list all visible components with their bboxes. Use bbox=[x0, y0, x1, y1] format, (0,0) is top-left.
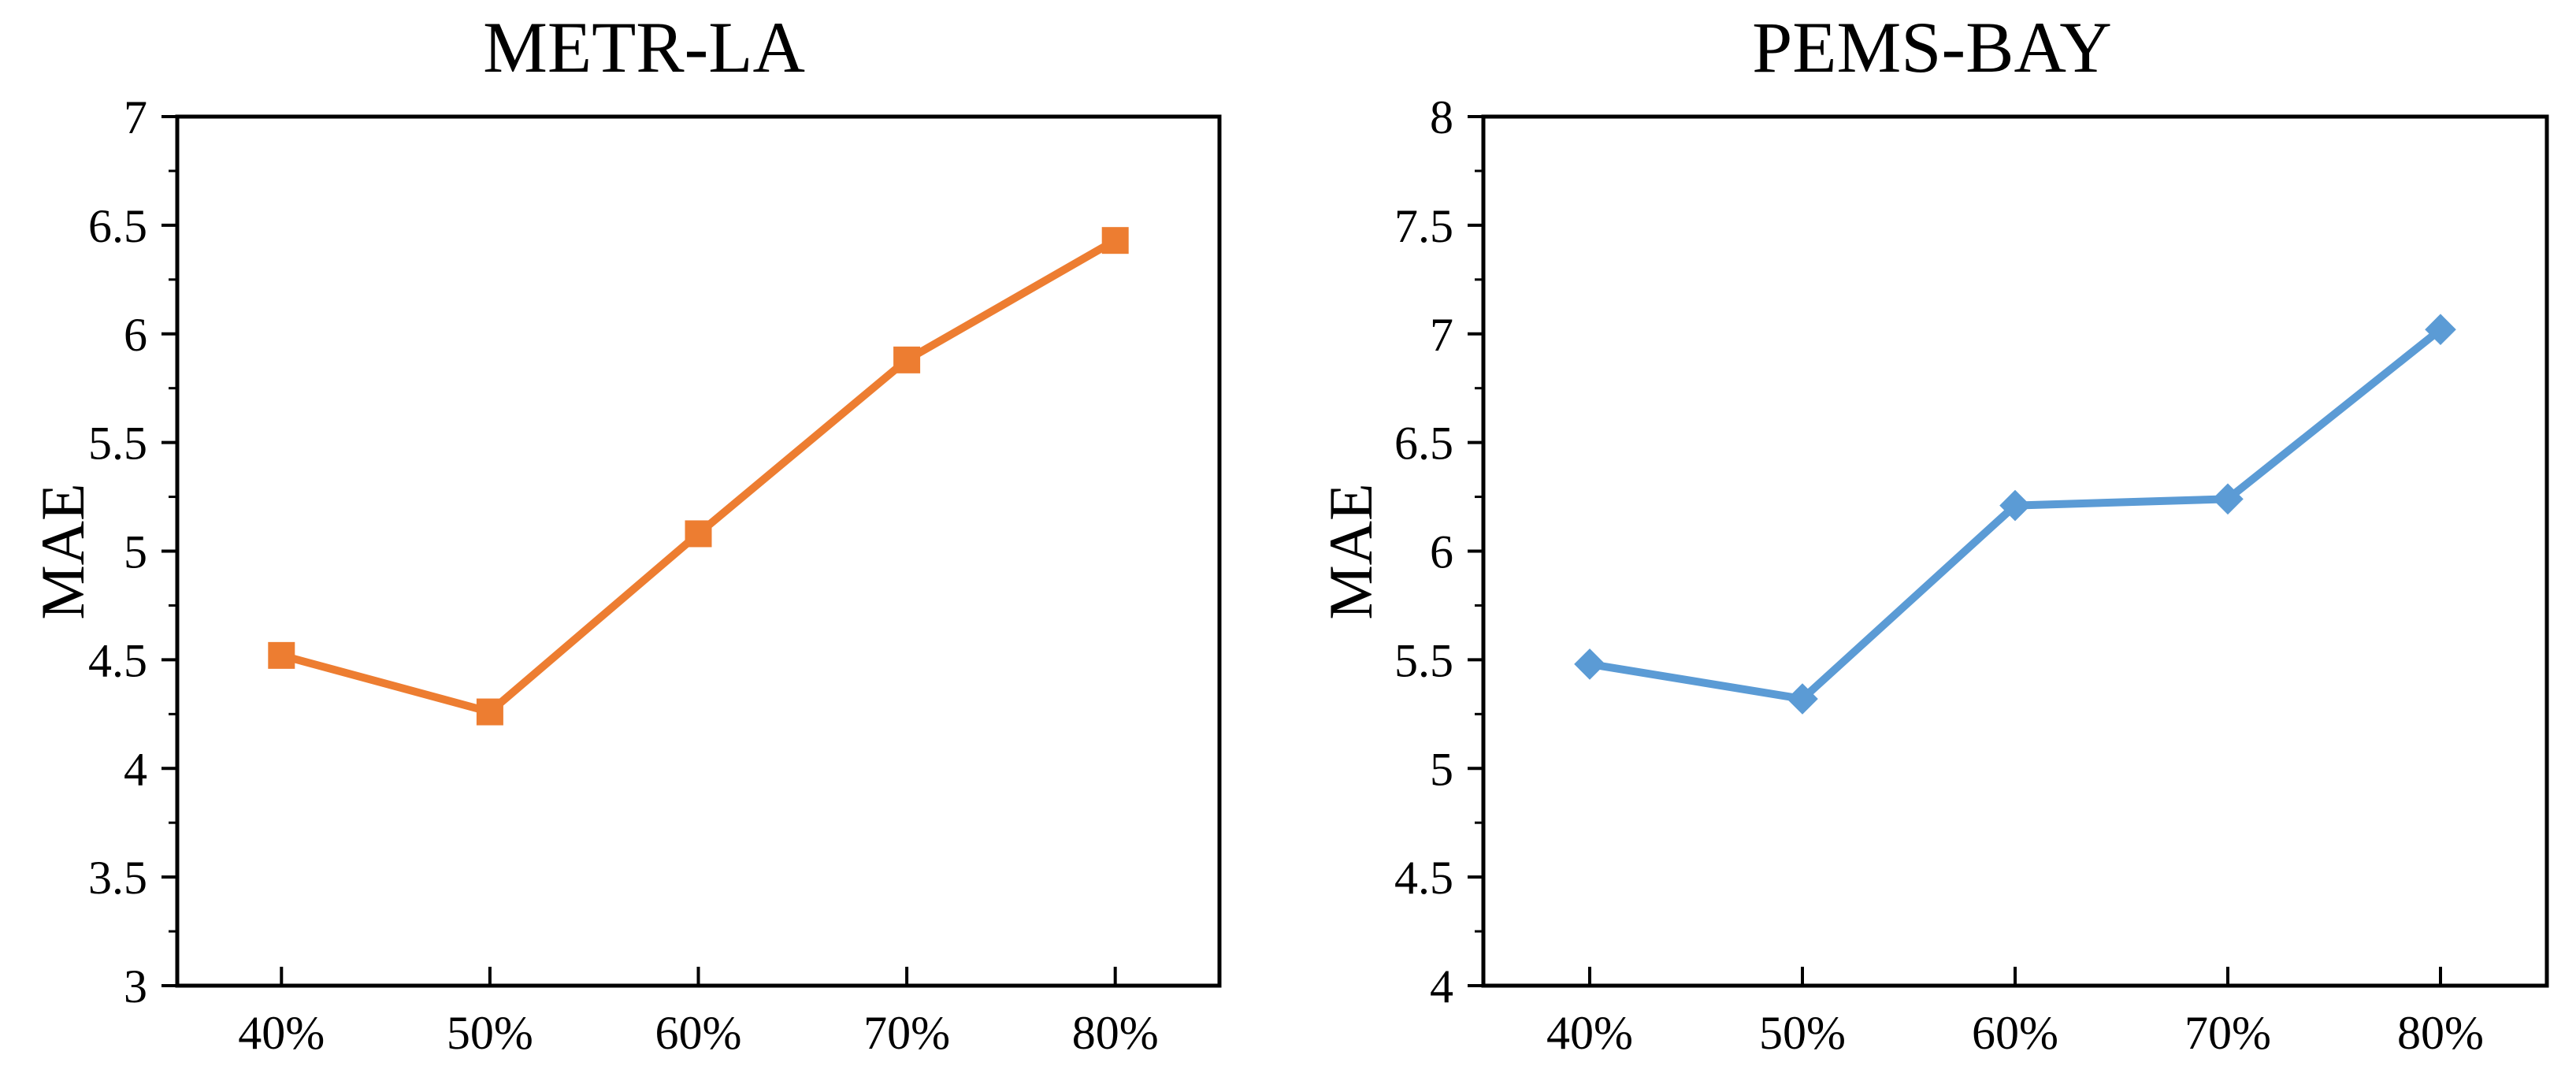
x-tick-label: 40% bbox=[1546, 1007, 1633, 1059]
x-tick-label: 60% bbox=[1972, 1007, 2058, 1059]
y-tick-label: 4.5 bbox=[1394, 852, 1453, 904]
data-point-marker bbox=[268, 641, 295, 669]
y-tick-label: 4.5 bbox=[88, 634, 147, 686]
y-tick-label: 7 bbox=[124, 91, 147, 143]
y-tick-label: 4 bbox=[124, 743, 147, 795]
data-point-marker bbox=[1574, 648, 1605, 680]
y-tick-label: 5.5 bbox=[88, 418, 147, 470]
x-tick-label: 50% bbox=[447, 1007, 533, 1059]
x-tick-label: 60% bbox=[655, 1007, 742, 1059]
data-point-marker bbox=[2212, 483, 2244, 515]
x-tick-label: 70% bbox=[863, 1007, 950, 1059]
x-tick-label: 50% bbox=[1759, 1007, 1846, 1059]
y-tick-label: 3.5 bbox=[88, 852, 147, 904]
plot-svg: 8 7.5 7 6.5 6 5.5 5 4.5 4 40% 50% 60% 70% 80% bbox=[1394, 91, 2549, 1059]
y-tick-label: 5 bbox=[124, 526, 147, 578]
y-tick-label: 5 bbox=[1430, 743, 1453, 795]
x-tick-label: 80% bbox=[2397, 1007, 2484, 1059]
y-tick-label: 5.5 bbox=[1394, 634, 1453, 686]
y-tick-label: 4 bbox=[1430, 960, 1453, 1012]
y-tick-label: 6.5 bbox=[88, 200, 147, 252]
y-tick-label: 8 bbox=[1430, 91, 1453, 143]
plot-svg: 7 6.5 6 5.5 5 4.5 4 3.5 3 40% 50% 60% 70% 80% bbox=[88, 91, 1222, 1059]
data-point-marker bbox=[1787, 683, 1818, 715]
data-point-marker bbox=[476, 698, 503, 726]
plot-border bbox=[1481, 114, 2549, 988]
y-tick-label: 6 bbox=[124, 309, 147, 361]
data-point-marker bbox=[685, 520, 712, 548]
pems-bay-chart: PEMS-BAY MAE 8 7.5 7 6.5 6 5.5 5 4.5 4 40% 50% 60% 7… bbox=[1288, 0, 2576, 1081]
y-tick-label: 6 bbox=[1430, 526, 1453, 578]
x-tick-label: 40% bbox=[238, 1007, 325, 1059]
data-point-marker bbox=[1101, 227, 1129, 254]
y-tick-label: 3 bbox=[124, 960, 147, 1012]
plot-border bbox=[175, 114, 1222, 988]
data-point-marker bbox=[1999, 489, 2031, 522]
x-tick-label: 70% bbox=[2184, 1007, 2271, 1059]
metr-la-chart: METR-LA MAE 7 6.5 6 5.5 5 4.5 4 3.5 3 40% 50% 60% 70… bbox=[28, 7, 1222, 1059]
chart-title: METR-LA bbox=[483, 7, 805, 87]
x-tick-label: 80% bbox=[1072, 1007, 1159, 1059]
data-line bbox=[277, 236, 1119, 716]
y-tick-label: 7 bbox=[1430, 309, 1453, 361]
chart-title: PEMS-BAY bbox=[1752, 7, 2112, 87]
data-point-marker bbox=[893, 346, 921, 373]
data-point-marker bbox=[2425, 314, 2456, 346]
y-tick-label: 6.5 bbox=[1394, 418, 1453, 470]
y-tick-label: 7.5 bbox=[1394, 200, 1453, 252]
